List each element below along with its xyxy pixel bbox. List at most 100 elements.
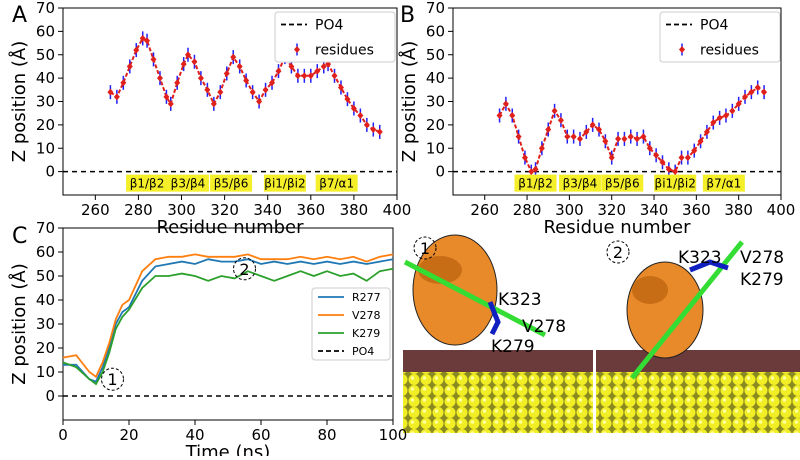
point — [331, 72, 338, 80]
point — [659, 158, 666, 166]
axis-vector — [403, 259, 547, 338]
residues — [689, 259, 729, 273]
x-tick-label: 20 — [119, 426, 138, 444]
point — [275, 67, 282, 75]
point — [249, 88, 256, 96]
x-tick-label: 280 — [124, 201, 153, 219]
point — [551, 107, 558, 115]
lipid-tails — [403, 372, 593, 433]
point — [217, 88, 224, 96]
legend-swatch — [294, 46, 300, 53]
residue-label: K323 — [498, 290, 542, 310]
point — [262, 86, 269, 94]
point — [337, 83, 344, 91]
point — [621, 135, 628, 143]
y-axis-label: Z position (Å) — [8, 41, 30, 162]
legend-label: K279 — [352, 327, 380, 340]
point — [184, 51, 191, 59]
panel-label: B — [400, 3, 415, 28]
point — [370, 126, 377, 134]
point — [139, 34, 146, 42]
point — [509, 112, 516, 120]
point — [156, 74, 163, 82]
annotation: βi1/βi2 — [264, 177, 305, 191]
point — [113, 93, 120, 101]
y-tick-label: 40 — [426, 69, 445, 87]
annotation-box — [558, 174, 601, 192]
point — [204, 86, 211, 94]
legend-box — [311, 287, 391, 361]
x-tick-label: 260 — [470, 201, 499, 219]
point — [735, 100, 742, 108]
annotation: β5/β6 — [605, 177, 640, 191]
point — [722, 112, 729, 120]
y-tick-label: 10 — [36, 139, 55, 157]
point — [344, 95, 351, 103]
panel-label: C — [12, 224, 27, 249]
point — [557, 116, 564, 124]
x-tick-label: 340 — [253, 201, 282, 219]
x-tick-label: 0 — [58, 426, 68, 444]
y-axis-label: Z position (Å) — [8, 263, 30, 384]
series-line — [63, 258, 394, 383]
point — [350, 105, 357, 113]
annotation-box — [126, 174, 169, 192]
point — [646, 144, 653, 152]
point — [684, 154, 691, 162]
point — [133, 46, 140, 54]
point — [120, 79, 127, 87]
point — [163, 93, 170, 101]
y-tick-label: 70 — [426, 0, 445, 17]
y-axis-label: Z position (Å) — [398, 41, 420, 162]
annotation: 1 — [107, 370, 117, 389]
point — [521, 154, 528, 162]
chart: B 260 280 300 320 340 360 380 400 0 10 20 30 40 50 60 70… — [398, 0, 795, 238]
point — [301, 72, 308, 80]
point — [269, 79, 276, 87]
annotation-box — [514, 174, 557, 192]
y-tick-label: 60 — [36, 22, 55, 40]
point — [307, 72, 314, 80]
protein-sheet — [632, 276, 668, 304]
point — [496, 112, 503, 120]
point — [678, 154, 685, 162]
legend-label: R277 — [352, 291, 381, 304]
point — [197, 74, 204, 82]
legend-label: residues — [700, 42, 759, 58]
legend-label: residues — [315, 42, 374, 58]
annotation: β3/β4 — [171, 177, 206, 191]
point — [532, 165, 539, 173]
y-tick-label: 40 — [36, 291, 55, 309]
x-tick-label: 380 — [724, 201, 753, 219]
x-tick-label: 320 — [597, 201, 626, 219]
x-tick-label: 400 — [767, 201, 796, 219]
y-tick-label: 20 — [36, 116, 55, 134]
point — [576, 135, 583, 143]
residues — [487, 301, 501, 336]
annotation-box — [702, 174, 745, 192]
x-tick-label: 320 — [210, 201, 239, 219]
point — [754, 83, 761, 91]
x-tick-label: 300 — [167, 201, 196, 219]
annotation-box — [601, 174, 644, 192]
x-tick-label: 260 — [81, 201, 110, 219]
x-axis-label: Time (ns) — [185, 442, 271, 456]
y-tick-label: 10 — [36, 363, 55, 381]
y-tick-label: 0 — [435, 163, 445, 181]
x-tick-label: 340 — [640, 201, 669, 219]
point — [564, 133, 571, 141]
x-tick-label: 300 — [555, 201, 584, 219]
y-tick-label: 30 — [426, 93, 445, 111]
point — [230, 53, 237, 61]
point — [583, 128, 590, 136]
point — [126, 62, 133, 70]
point — [710, 119, 717, 127]
residue-label: K279 — [491, 337, 535, 357]
y-tick-label: 70 — [36, 0, 55, 17]
y-tick-label: 30 — [36, 93, 55, 111]
residue-label: V278 — [522, 317, 566, 337]
point — [627, 133, 634, 141]
point — [716, 114, 723, 122]
point — [615, 135, 622, 143]
